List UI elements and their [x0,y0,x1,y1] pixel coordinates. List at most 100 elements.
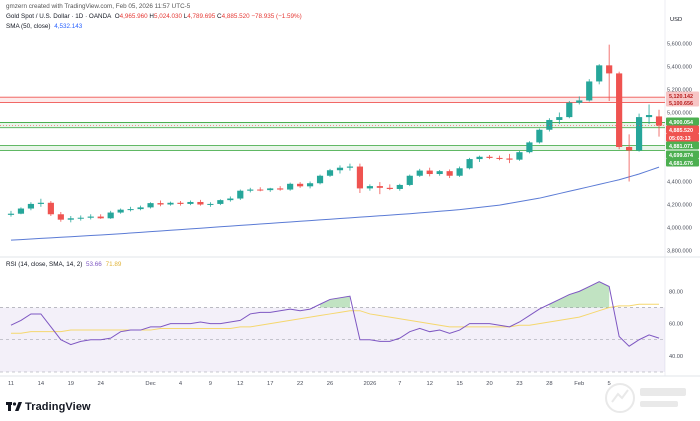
rsi-tick-label: 40.00 [669,354,683,360]
watermark-icon [605,383,686,413]
candle-body-63 [635,117,643,151]
open-label: O [114,13,120,20]
price-badge-label: 4,900.054 [669,120,693,126]
candle-body-56 [566,102,573,118]
low-value: 4,789.695 [187,13,216,20]
candle-body-2 [27,203,35,209]
price-tick-label: 4,200.000 [667,203,692,209]
candle-body-34 [346,166,354,168]
candle-body-48 [486,156,493,158]
candle-body-52 [526,142,533,153]
candle-body-18 [187,201,194,204]
candle-body-59 [596,65,603,82]
candle-body-9 [97,216,104,219]
candle-body-19 [197,201,204,205]
time-axis-label: 26 [327,381,333,387]
candle-body-33 [336,167,344,171]
price-badge-label: 4,885.520 [669,128,693,134]
time-axis-label: 22 [297,381,303,387]
rsi-line [10,281,660,347]
symbol-legend[interactable]: Gold Spot / U.S. Dollar · 1D · OANDA O4,… [6,13,302,20]
candle-body-58 [586,81,593,101]
candle-body-15 [157,203,164,205]
rsi-value: 53.66 [86,261,102,268]
rsi-overbought-fill [320,296,350,308]
candle-body-16 [167,202,174,205]
creator-line: gmzern created with TradingView.com, Feb… [6,3,191,10]
candle-body-40 [406,175,413,185]
price-badge-bg [666,133,699,142]
time-axis-label: 28 [546,381,552,387]
candle-body-54 [546,119,553,130]
candle-body-37 [376,186,383,188]
time-axis-label: 20 [486,381,492,387]
zone-support-2 [0,145,665,151]
time-axis-label: 2026 [363,381,376,387]
sma-label: SMA (50, close) [6,23,51,30]
time-axis-label: 12 [426,381,432,387]
candle-body-47 [476,156,483,160]
rsi-tick-label: 60.00 [669,322,683,328]
candle-body-38 [386,187,393,189]
price-axis-currency: USD [670,17,682,23]
zone-support-1 [0,122,665,128]
creator-text: gmzern created with TradingView.com, Feb… [6,3,191,10]
candle-body-14 [147,203,154,208]
price-tick-label: 4,400.000 [667,180,692,186]
time-axis-label: 23 [516,381,522,387]
time-axis-label: Dec [145,381,155,387]
candle-body-45 [456,168,463,176]
candle-body-0 [7,213,15,215]
price-badge-label: 05:03:13 [669,136,691,142]
time-axis-label: 5 [608,381,611,387]
candle-body-10 [107,212,114,219]
candle-body-31 [316,175,324,184]
price-badge-label: 4,681.676 [669,161,693,167]
price-tick-label: 4,000.000 [667,226,692,232]
price-tick-label: 5,200.000 [667,88,692,94]
price-badge-bg [666,141,699,150]
candle-body-12 [127,209,134,211]
price-badge-bg [666,125,699,134]
candle-body-41 [416,170,423,176]
candle-body-39 [396,184,403,189]
rsi-sma-line [10,303,660,334]
price-tick-label: 5,000.000 [667,111,692,117]
price-badge-label: 4,881.071 [669,144,693,150]
high-label: H [149,13,154,20]
time-axis-label: 19 [68,381,74,387]
candle-body-21 [217,200,224,204]
sma-legend[interactable]: SMA (50, close) 4,532.143 [6,23,83,30]
candle-body-27 [277,188,284,190]
candle-body-13 [137,207,144,210]
time-axis-label: 15 [456,381,462,387]
candle-body-1 [17,208,25,214]
price-badge-bg [666,98,699,107]
candle-body-32 [326,170,334,176]
candle-body-50 [506,158,513,160]
price-badge-bg [666,150,699,159]
price-badge-bg [666,117,699,126]
time-axis-label: 12 [237,381,243,387]
candle-body-49 [496,157,503,159]
price-badge-label: 5,120.142 [669,94,693,100]
rsi-overbought-fill [549,281,610,308]
rsi-legend[interactable]: RSI (14, close, SMA, 14, 2) 53.66 71.89 [6,261,121,268]
candle-body-35 [356,166,364,189]
tradingview-logo[interactable]: TradingView [6,401,91,413]
price-badge-label: 5,100.656 [669,101,693,107]
candle-body-57 [576,100,583,103]
candle-body-17 [177,202,184,204]
candle-body-29 [297,183,304,187]
sma-value: 4,532.143 [54,23,83,30]
candle-body-20 [207,203,214,205]
candle-body-11 [117,209,124,213]
rsi-tick-label: 80.00 [669,289,683,295]
change-value: −78.935 (−1.59%) [251,13,302,20]
candle-body-44 [446,171,453,176]
price-badge-label: 4,699.874 [669,153,693,159]
time-axis-label: 4 [179,381,183,387]
candle-body-28 [287,183,294,190]
time-axis-label: 17 [267,381,273,387]
